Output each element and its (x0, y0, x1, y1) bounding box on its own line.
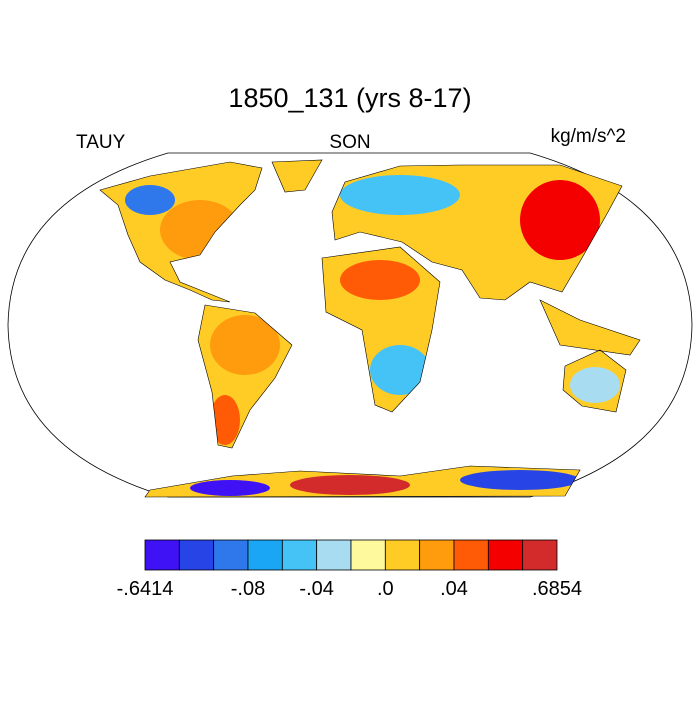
center-label: SON (329, 132, 370, 153)
coastlines (99, 159, 641, 498)
field-patch (570, 367, 620, 403)
colorbar-label: -.08 (231, 578, 265, 600)
colorbar-box (213, 539, 249, 571)
field-patch (340, 260, 420, 300)
field-patch (190, 480, 270, 496)
colorbar-label: -.04 (299, 578, 333, 600)
colorbar-box (316, 539, 352, 571)
colorbar-box (247, 539, 283, 571)
field-patch (210, 395, 240, 445)
colorbar-label: .6854 (532, 578, 582, 600)
title: 1850_131 (yrs 8-17) (228, 83, 471, 113)
field-patch (520, 180, 600, 260)
coastline (539, 299, 641, 356)
field-patch (370, 345, 430, 395)
coastline (197, 304, 293, 449)
coastline (271, 159, 323, 193)
field-patch (340, 175, 460, 215)
field-patch (160, 200, 240, 260)
colorbar-box (350, 539, 386, 571)
field-patch (210, 315, 280, 375)
left-label: TAUY (76, 132, 126, 153)
colorbar-label: -.6414 (117, 578, 174, 600)
units-label: kg/m/s^2 (551, 126, 626, 147)
land-field (100, 160, 640, 497)
coastline (144, 465, 581, 498)
colorbar: -.6414 -.08 -.04 .0 .04 .6854 (117, 539, 582, 600)
coastline (321, 246, 441, 413)
colorbar-box (281, 539, 318, 571)
field-patch (125, 185, 175, 215)
colorbar-box (144, 539, 180, 571)
colorbar-box (487, 539, 524, 571)
colorbar-box (419, 539, 455, 571)
coastline (99, 161, 263, 303)
coastline (331, 164, 623, 301)
field-patch (460, 470, 580, 490)
field-patch (290, 475, 410, 495)
colorbar-box (384, 539, 421, 571)
coastline (562, 349, 627, 413)
colorbar-box (178, 539, 215, 571)
map-outline (7, 152, 693, 498)
colorbar-label: .04 (440, 578, 468, 600)
colorbar-box (522, 539, 558, 571)
colorbar-label: .0 (377, 578, 394, 600)
colorbar-box (453, 539, 489, 571)
